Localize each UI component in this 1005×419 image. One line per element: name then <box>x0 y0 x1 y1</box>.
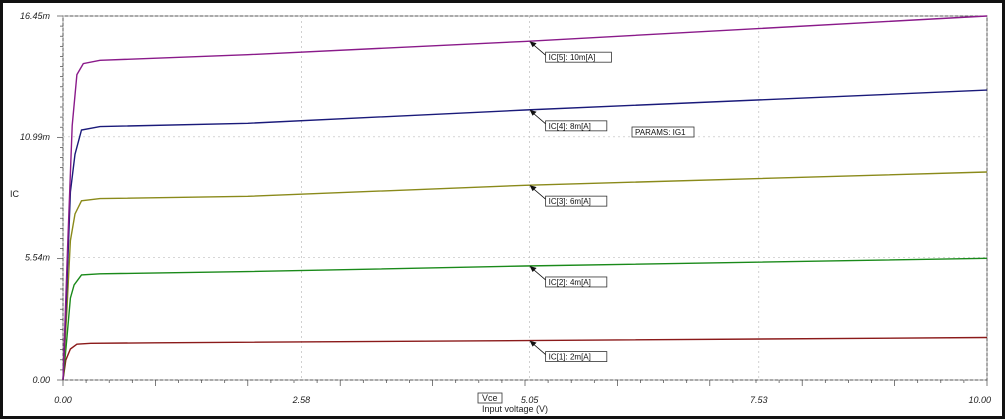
x-tick-label: 2.58 <box>292 395 311 405</box>
x-axis-title: Input voltage (V) <box>482 404 548 414</box>
params-label-box <box>631 126 695 138</box>
x-axis-tag-box <box>477 392 503 404</box>
x-tick-label: 0.00 <box>54 395 72 405</box>
annotation-box <box>545 51 612 63</box>
annotation-box <box>545 276 608 288</box>
series-lines <box>62 15 988 381</box>
annotation-label: IC[4]: 8m[A] <box>549 122 591 131</box>
y-tick-label: 10.99m <box>20 132 51 142</box>
series-annotation-1: IC[1]: 2m[A] <box>529 340 608 362</box>
y-axis-title: IC <box>10 189 20 199</box>
series-annotation-5: IC[5]: 10m[A] <box>529 41 612 63</box>
annotation-box <box>545 120 608 132</box>
annotation-arrow <box>529 41 537 48</box>
x-axis-tag: Vce <box>477 392 503 404</box>
series-annotation-2: IC[2]: 4m[A] <box>529 266 608 288</box>
series-line-2 <box>62 257 988 381</box>
annotation-box <box>545 351 608 362</box>
series-line-3 <box>62 171 988 381</box>
params-label: PARAMS: IG1 <box>631 126 695 138</box>
y-tick-label: 0.00 <box>32 375 50 385</box>
annotations: IC[1]: 2m[A] IC[2]: 4m[A] IC[3]: 6m[A] IC[4… <box>529 41 612 362</box>
annotation-arrow <box>529 266 537 272</box>
annotation-box <box>545 195 608 207</box>
annotation-arrow <box>529 185 537 192</box>
annotation-label: IC[1]: 2m[A] <box>549 353 591 362</box>
annotation-label: IC[5]: 10m[A] <box>549 53 596 62</box>
series-line-5 <box>62 15 988 381</box>
x-axis-tag-text: Vce <box>482 393 498 403</box>
grid-lines <box>62 15 988 381</box>
series-line-4 <box>62 89 988 381</box>
x-tick-label: 10.00 <box>968 395 991 405</box>
series-line-1 <box>62 336 988 381</box>
y-tick-label: 16.45m <box>20 11 51 21</box>
minor-ticks <box>57 15 988 386</box>
annotation-arrow <box>529 340 537 347</box>
annotation-label: IC[2]: 4m[A] <box>549 278 591 287</box>
series-annotation-3: IC[3]: 6m[A] <box>529 185 608 207</box>
annotation-label: IC[3]: 6m[A] <box>549 197 591 206</box>
x-tick-label: 7.53 <box>750 395 768 405</box>
annotation-arrow <box>529 109 537 116</box>
y-tick-labels: 0.00 5.54m 10.99m 16.45m <box>20 11 51 385</box>
y-tick-label: 5.54m <box>25 252 51 262</box>
params-label-text: PARAMS: IG1 <box>635 128 686 137</box>
x-tick-label: 5.05 <box>521 395 540 405</box>
series-annotation-4: IC[4]: 8m[A] <box>529 109 608 132</box>
plot-area <box>62 15 988 381</box>
x-tick-labels: 0.00 2.58 5.05 7.53 10.00 <box>54 395 991 405</box>
